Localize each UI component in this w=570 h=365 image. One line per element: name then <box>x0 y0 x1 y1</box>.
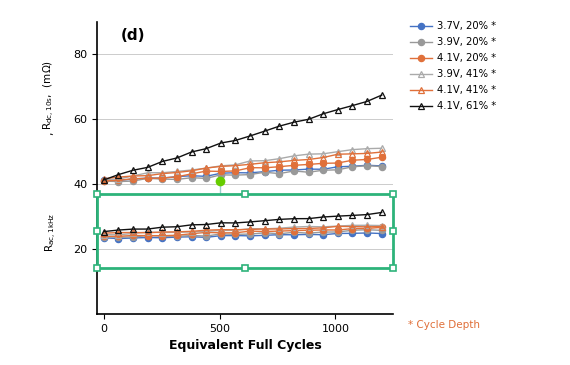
Text: R$_{\rm ac,1kHz}$: R$_{\rm ac,1kHz}$ <box>43 212 59 252</box>
Bar <box>97 194 393 269</box>
Text: * Cycle Depth: * Cycle Depth <box>408 320 479 330</box>
Text: (d): (d) <box>121 28 145 43</box>
Legend: 3.7V, 20% *, 3.9V, 20% *, 4.1V, 20% *, 3.9V, 41% *, 4.1V, 41% *, 4.1V, 61% *: 3.7V, 20% *, 3.9V, 20% *, 4.1V, 20% *, 3… <box>410 21 496 111</box>
Text: R$_{\rm dc,10s}$,  (m$\Omega$): R$_{\rm dc,10s}$, (m$\Omega$) <box>42 60 57 130</box>
X-axis label: Equivalent Full Cycles: Equivalent Full Cycles <box>169 339 321 352</box>
Text: ,: , <box>44 131 55 135</box>
